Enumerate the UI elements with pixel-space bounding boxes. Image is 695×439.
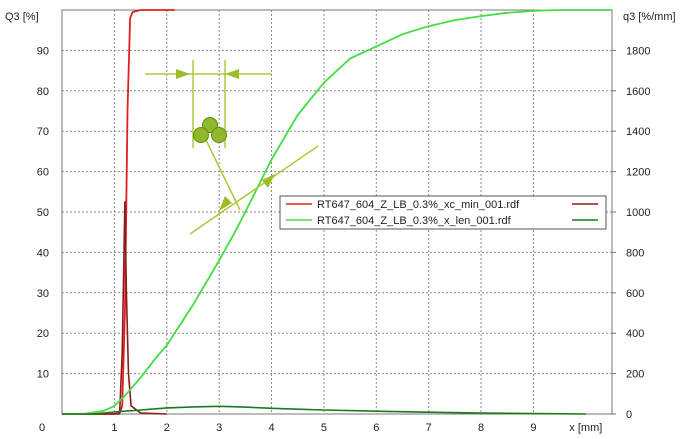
x-tick-label: 7 — [426, 422, 432, 434]
x-tick-label: 5 — [321, 422, 327, 434]
legend-label-x-len: RT647_604_Z_LB_0.3%_x_len_001.rdf — [317, 215, 512, 227]
y-right-tick-label: 1600 — [626, 86, 650, 98]
x-tick-label: 3 — [216, 422, 222, 434]
y-left-tick-label: 30 — [37, 288, 49, 300]
y-right-tick-label: 600 — [626, 288, 644, 300]
legend-label-xc-min: RT647_604_Z_LB_0.3%_xc_min_001.rdf — [317, 199, 520, 211]
y-right-tick-label: 1000 — [626, 207, 650, 219]
y-right-tick-label: 800 — [626, 247, 644, 259]
y-right-tick-label: 1800 — [626, 45, 650, 57]
particle-size-graphic — [145, 60, 319, 235]
y-left-tick-label: 40 — [37, 247, 49, 259]
series-layer — [62, 9, 612, 415]
y-left-tick-label: 10 — [37, 369, 49, 381]
y-right-axis-title: q3 [%/mm] — [623, 11, 676, 23]
y-right-tick-label: 200 — [626, 369, 644, 381]
x-tick-label: 4 — [268, 422, 274, 434]
x-tick-label: 9 — [530, 422, 536, 434]
x-tick-label: 8 — [478, 422, 484, 434]
y-left-axis-title: Q3 [%] — [5, 11, 39, 23]
y-left-tick-label: 60 — [37, 167, 49, 179]
y-left-tick-label: 80 — [37, 86, 49, 98]
y-right-tick-label: 400 — [626, 328, 644, 340]
x-tick-label: 6 — [373, 422, 379, 434]
y-left-tick-label: 90 — [37, 45, 49, 57]
axes: Q3 [%] q3 [%/mm] 0 1 2 3 4 5 6 7 8 9 x [mm] 10 20 30 4… — [5, 11, 676, 434]
y-right-tick-label: 1400 — [626, 126, 650, 138]
y-left-tick-label: 70 — [37, 126, 49, 138]
y-left-tick-label: 20 — [37, 328, 49, 340]
series-line-cumulative-2 — [62, 9, 612, 415]
x-tick-label: 1 — [111, 422, 117, 434]
y-left-tick-label: 50 — [37, 207, 49, 219]
x-tick-label: 0 — [39, 422, 45, 434]
series-line-density-3 — [62, 405, 586, 415]
legend: RT647_604_Z_LB_0.3%_xc_min_001.rdf RT647… — [279, 195, 607, 230]
x-tick-label: 2 — [164, 422, 170, 434]
y-right-tick-label: 1200 — [626, 167, 650, 179]
y-right-tick-label: 0 — [626, 409, 632, 421]
x-tick-label: x [mm] — [569, 422, 602, 434]
